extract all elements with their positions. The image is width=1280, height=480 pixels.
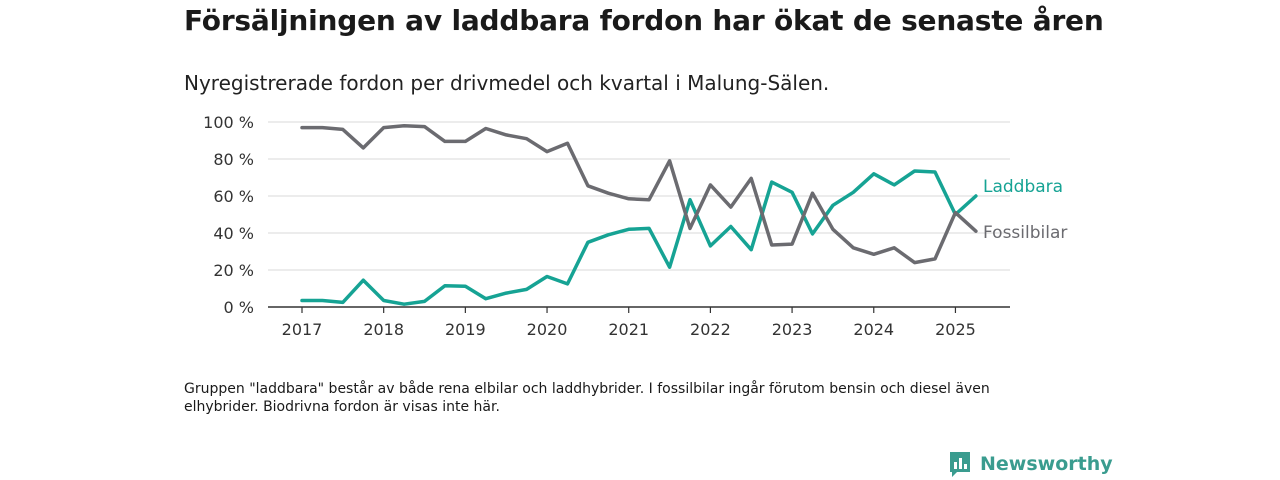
series-lines <box>300 123 978 306</box>
series-label-laddbara: Laddbara <box>983 177 1063 197</box>
footnote: Gruppen "laddbara" består av både rena e… <box>184 381 990 415</box>
x-tick-label: 2021 <box>608 320 649 339</box>
logo-text: Newsworthy <box>980 453 1113 475</box>
y-tick-label: 20 % <box>213 261 254 280</box>
x-tick-label: 2017 <box>282 320 323 339</box>
x-axis: 2017 2018 2019 2020 2021 2022 2023 2024 2025 <box>268 306 1010 339</box>
x-tick-label: 2020 <box>527 320 568 339</box>
y-tick-label: 40 % <box>213 224 254 243</box>
y-tick-label: 0 % <box>224 298 254 317</box>
series-line-laddbara <box>300 169 978 306</box>
x-tick-label: 2023 <box>772 320 813 339</box>
series-labels: Laddbara Fossilbilar <box>983 177 1067 243</box>
chart-subtitle: Nyregistrerade fordon per drivmedel och … <box>184 71 830 95</box>
series-label-fossilbilar: Fossilbilar <box>983 223 1067 243</box>
newsworthy-logo[interactable]: Newsworthy <box>948 450 1113 478</box>
chart-title: Försäljningen av laddbara fordon har öka… <box>184 4 1104 37</box>
x-tick-label: 2025 <box>935 320 976 339</box>
y-axis-tick-labels: 0 % 20 % 40 % 60 % 80 % 100 % <box>203 113 254 317</box>
line-chart: 0 % 20 % 40 % 60 % 80 % 100 % 2017 2018 2019 202… <box>203 113 1067 339</box>
series-line-fossilbilar <box>300 123 978 265</box>
y-tick-label: 100 % <box>203 113 254 132</box>
x-tick-label: 2018 <box>363 320 404 339</box>
x-tick-label: 2024 <box>853 320 894 339</box>
x-tick-label: 2022 <box>690 320 731 339</box>
y-tick-label: 60 % <box>213 187 254 206</box>
y-tick-label: 80 % <box>213 150 254 169</box>
gridlines <box>268 121 1010 271</box>
newsworthy-chart-icon <box>950 452 970 477</box>
x-tick-label: 2019 <box>445 320 486 339</box>
